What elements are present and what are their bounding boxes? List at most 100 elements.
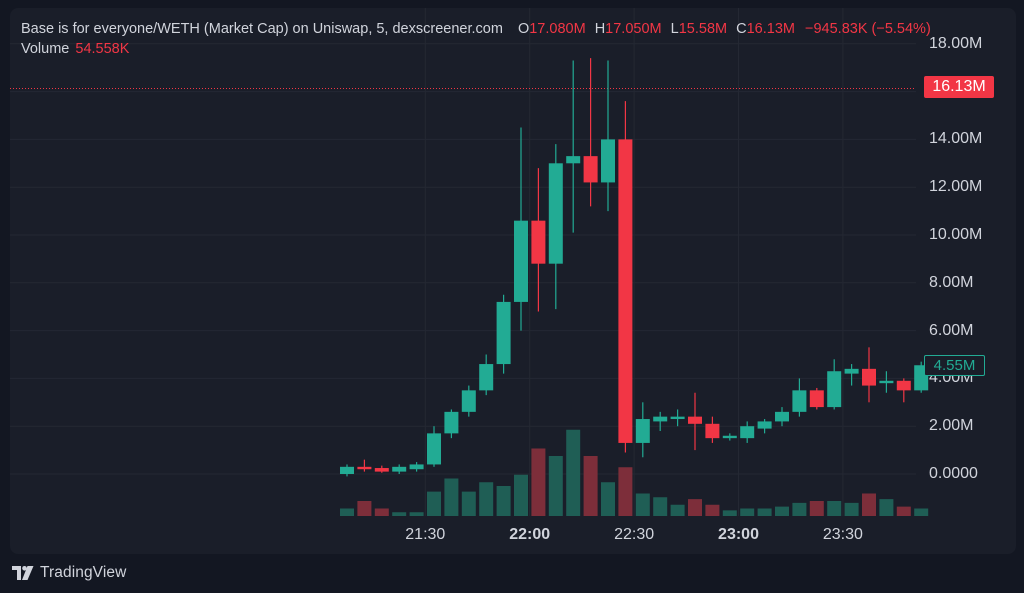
y-tick-label: 6.00M [929,321,974,339]
last-value-badge: 4.55M [924,355,985,376]
candle-body [635,419,650,443]
candle-body [531,220,546,264]
volume-bar [844,502,859,516]
y-tick-label: 2.00M [929,417,974,435]
candle-body [548,163,563,264]
candle-body [792,390,807,412]
volume-bar [427,491,441,516]
volume-bar [357,501,372,516]
volume-bar [566,429,581,516]
candle-body [670,416,685,420]
close-label: C [736,21,747,37]
y-tick-label: 10.00M [929,226,983,243]
volume-bar [392,512,407,516]
low-label: L [670,21,679,37]
volume-value: 54.558K [75,41,130,57]
current-price-badge: 16.13M [924,76,994,98]
volume-bar [583,456,598,516]
volume-bar [635,493,650,516]
volume-bar [792,502,807,516]
change-value: −945.83K (−5.54%) [805,21,931,37]
candle-body [427,433,441,465]
candle-body [705,423,720,439]
candle-body [514,220,528,302]
y-tick-label: 12.00M [929,178,983,196]
candle-body [827,371,842,408]
candle-body [496,301,511,365]
volume-label: Volume [21,41,70,57]
volume-bar [688,499,702,516]
close-value: 16.13M [746,21,795,37]
volume-bar [914,508,929,516]
candle-body [340,466,354,474]
y-tick-label: 18.00M [929,34,983,52]
candle-body [862,368,876,386]
volume-bar [548,456,563,516]
x-tick-label: 23:00 [718,526,759,543]
volume-bar [757,508,772,516]
candle-body [444,411,459,434]
volume-bar [775,506,789,516]
x-tick-label: 23:30 [822,526,863,543]
tradingview-branding[interactable]: TradingView [12,563,126,583]
volume-bar [409,512,424,516]
volume-bar [809,501,824,516]
candle-body [740,426,755,439]
volume-bar [653,497,668,516]
high-value: 17.050M [605,21,662,37]
volume-bar [670,504,685,516]
volume-bar [531,448,546,516]
legend-title: Base is for everyone/WETH (Market Cap) o… [21,21,503,37]
volume-bar [496,486,511,516]
volume-bar [340,508,354,516]
low-value: 15.58M [678,21,728,37]
y-tick-label: 8.00M [929,273,974,291]
volume-bar [896,506,911,516]
volume-bar [722,510,737,516]
candle-body [844,368,859,374]
candle-body [374,468,389,472]
volume-bar [514,474,528,516]
candle-body [583,156,598,183]
open-value: 17.080M [529,21,586,37]
candle-body [809,390,824,408]
candle-body [479,364,494,391]
candle-body [896,380,911,391]
candle-body [688,416,702,424]
candle-body [618,139,633,443]
candle-body [461,390,476,412]
candle-body [757,421,772,429]
y-tick-label: 14.00M [929,130,983,148]
tradingview-logo-text: TradingView [40,564,127,581]
tradingview-logo-icon [12,566,34,580]
volume-bar [740,508,755,516]
x-tick-label: 22:00 [509,526,551,543]
candle-body [566,156,581,164]
candle-body [409,464,424,470]
volume-bar [827,501,842,516]
candle-body [775,411,789,422]
volume-bar [444,478,459,516]
open-label: O [517,21,530,37]
volume-bar [601,482,615,516]
volume-bar [879,499,894,516]
candle-body [601,139,615,183]
candle-body [392,466,407,472]
volume-bar [479,482,494,516]
x-tick-label: 21:30 [405,526,446,543]
x-tick-label: 22:30 [614,526,655,543]
candle-body [357,466,372,470]
candlestick-chart[interactable] [10,8,1016,554]
chart-area[interactable]: Base is for everyone/WETH (Market Cap) o… [10,8,1016,554]
y-tick-label: 0.0000 [929,465,978,482]
high-label: H [594,21,606,37]
candle-body [653,416,668,422]
candle-body [722,435,737,439]
volume-bar [862,493,876,516]
volume-bar [705,504,720,516]
ohlc-legend: Base is for everyone/WETH (Market Cap) o… [21,21,931,37]
volume-bar [374,508,389,516]
volume-bar [461,491,476,516]
volume-bar [618,467,633,516]
